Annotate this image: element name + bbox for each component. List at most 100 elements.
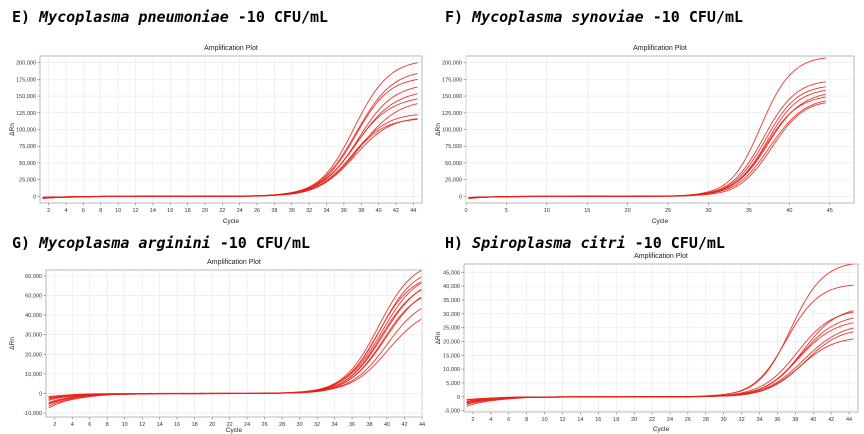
panel-suffix: -10 CFU/mL xyxy=(634,234,725,252)
panel-species: Mycoplasma arginini xyxy=(39,234,211,252)
x-axis-label: Cycle xyxy=(653,426,670,433)
x-tick-label: 40 xyxy=(384,422,390,428)
x-tick-label: 38 xyxy=(792,417,798,423)
x-tick-label: 30 xyxy=(705,208,711,214)
x-tick-label: 44 xyxy=(419,422,425,428)
x-tick-label: 2 xyxy=(471,417,474,423)
x-tick-label: 26 xyxy=(254,208,260,214)
x-tick-label: 34 xyxy=(331,422,337,428)
x-tick-label: 8 xyxy=(99,208,102,214)
y-tick-label: 35,000 xyxy=(443,298,460,304)
x-axis-label: Cycle xyxy=(223,218,240,225)
y-tick-label: 5,000 xyxy=(446,381,460,387)
x-tick-label: 20 xyxy=(631,417,637,423)
series-group xyxy=(468,57,826,199)
panel-species: Spiroplasma citri xyxy=(472,234,626,252)
y-tick-label: 20,000 xyxy=(25,352,42,358)
y-tick-label: 0 xyxy=(33,194,36,200)
x-tick-label: 32 xyxy=(314,422,320,428)
x-tick-label: 14 xyxy=(150,208,156,214)
x-tick-label: 45 xyxy=(827,208,833,214)
x-tick-label: 30 xyxy=(297,422,303,428)
x-tick-label: 20 xyxy=(209,422,215,428)
x-tick-label: 16 xyxy=(595,417,601,423)
y-tick-label: 45,000 xyxy=(443,270,460,276)
y-tick-label: 15,000 xyxy=(443,353,460,359)
x-tick-label: 34 xyxy=(756,417,762,423)
x-tick-label: 40 xyxy=(376,208,382,214)
y-tick-label: 50,000 xyxy=(25,293,42,299)
y-axis-label: ΔRn xyxy=(435,123,442,136)
panel-suffix: -10 CFU/mL xyxy=(237,8,329,26)
x-tick-label: 30 xyxy=(721,417,727,423)
x-tick-label: 44 xyxy=(410,208,416,214)
x-tick-label: 38 xyxy=(366,422,372,428)
x-tick-label: 22 xyxy=(219,208,225,214)
x-tick-label: 12 xyxy=(139,422,145,428)
x-tick-label: 0 xyxy=(464,208,467,214)
y-tick-label: 0 xyxy=(39,391,42,397)
x-tick-label: 10 xyxy=(115,208,121,214)
y-tick-label: 25,000 xyxy=(445,178,462,184)
x-tick-label: 38 xyxy=(358,208,364,214)
x-tick-label: 4 xyxy=(71,422,74,428)
y-tick-label: 25,000 xyxy=(19,178,36,184)
chart-title: Amplification Plot xyxy=(207,259,261,266)
amplification-curve xyxy=(48,318,422,397)
x-tick-label: 12 xyxy=(132,208,138,214)
x-tick-label: 4 xyxy=(65,208,68,214)
y-tick-label: -5,000 xyxy=(444,409,460,415)
amplification-curve xyxy=(466,338,854,400)
panel-suffix: -10 CFU/mL xyxy=(219,234,311,252)
x-tick-label: 26 xyxy=(262,422,268,428)
x-tick-label: 16 xyxy=(167,208,173,214)
x-tick-label: 16 xyxy=(174,422,180,428)
x-tick-label: 20 xyxy=(202,208,208,214)
y-tick-label: 40,000 xyxy=(25,313,42,319)
y-tick-label: 150,000 xyxy=(16,94,36,100)
y-tick-label: 50,000 xyxy=(445,161,462,167)
x-tick-label: 28 xyxy=(703,417,709,423)
panel-suffix: -10 CFU/mL xyxy=(652,8,744,26)
panel-prefix: G) xyxy=(12,234,31,252)
panel-label-f: F) Mycoplasma synoviae -10 CFU/mL xyxy=(445,8,743,26)
x-tick-label: 32 xyxy=(306,208,312,214)
y-tick-label: 0 xyxy=(459,194,462,200)
x-tick-label: 42 xyxy=(828,417,834,423)
panel-species: Mycoplasma pneumoniae xyxy=(39,8,229,26)
series-group xyxy=(48,270,422,409)
x-tick-label: 36 xyxy=(341,208,347,214)
y-tick-label: 200,000 xyxy=(442,61,462,67)
y-tick-label: 40,000 xyxy=(443,284,460,290)
y-tick-label: 20,000 xyxy=(443,339,460,345)
x-tick-label: 35 xyxy=(746,208,752,214)
x-tick-label: 42 xyxy=(401,422,407,428)
panel-prefix: F) xyxy=(445,8,464,26)
y-tick-label: 10,000 xyxy=(443,367,460,373)
y-tick-label: 175,000 xyxy=(16,77,36,83)
x-tick-label: 24 xyxy=(237,208,243,214)
x-tick-label: 18 xyxy=(613,417,619,423)
panel-prefix: H) xyxy=(445,234,464,252)
x-tick-label: 18 xyxy=(185,208,191,214)
x-tick-label: 6 xyxy=(82,208,85,214)
amplification-curve xyxy=(468,102,826,198)
x-tick-label: 4 xyxy=(489,417,492,423)
x-tick-label: 10 xyxy=(122,422,128,428)
series-group xyxy=(466,264,854,407)
x-tick-label: 8 xyxy=(525,417,528,423)
x-tick-label: 28 xyxy=(271,208,277,214)
chart-title: Amplification Plot xyxy=(634,253,688,260)
x-tick-label: 26 xyxy=(685,417,691,423)
x-tick-label: 40 xyxy=(786,208,792,214)
panel-species: Mycoplasma synoviae xyxy=(472,8,644,26)
y-tick-label: 75,000 xyxy=(445,144,462,150)
y-tick-label: 175,000 xyxy=(442,77,462,83)
x-tick-label: 10 xyxy=(542,417,548,423)
y-tick-label: 25,000 xyxy=(443,326,460,332)
plot-area xyxy=(45,269,423,418)
y-tick-label: 30,000 xyxy=(443,312,460,318)
x-tick-label: 6 xyxy=(88,422,91,428)
x-tick-label: 22 xyxy=(227,422,233,428)
